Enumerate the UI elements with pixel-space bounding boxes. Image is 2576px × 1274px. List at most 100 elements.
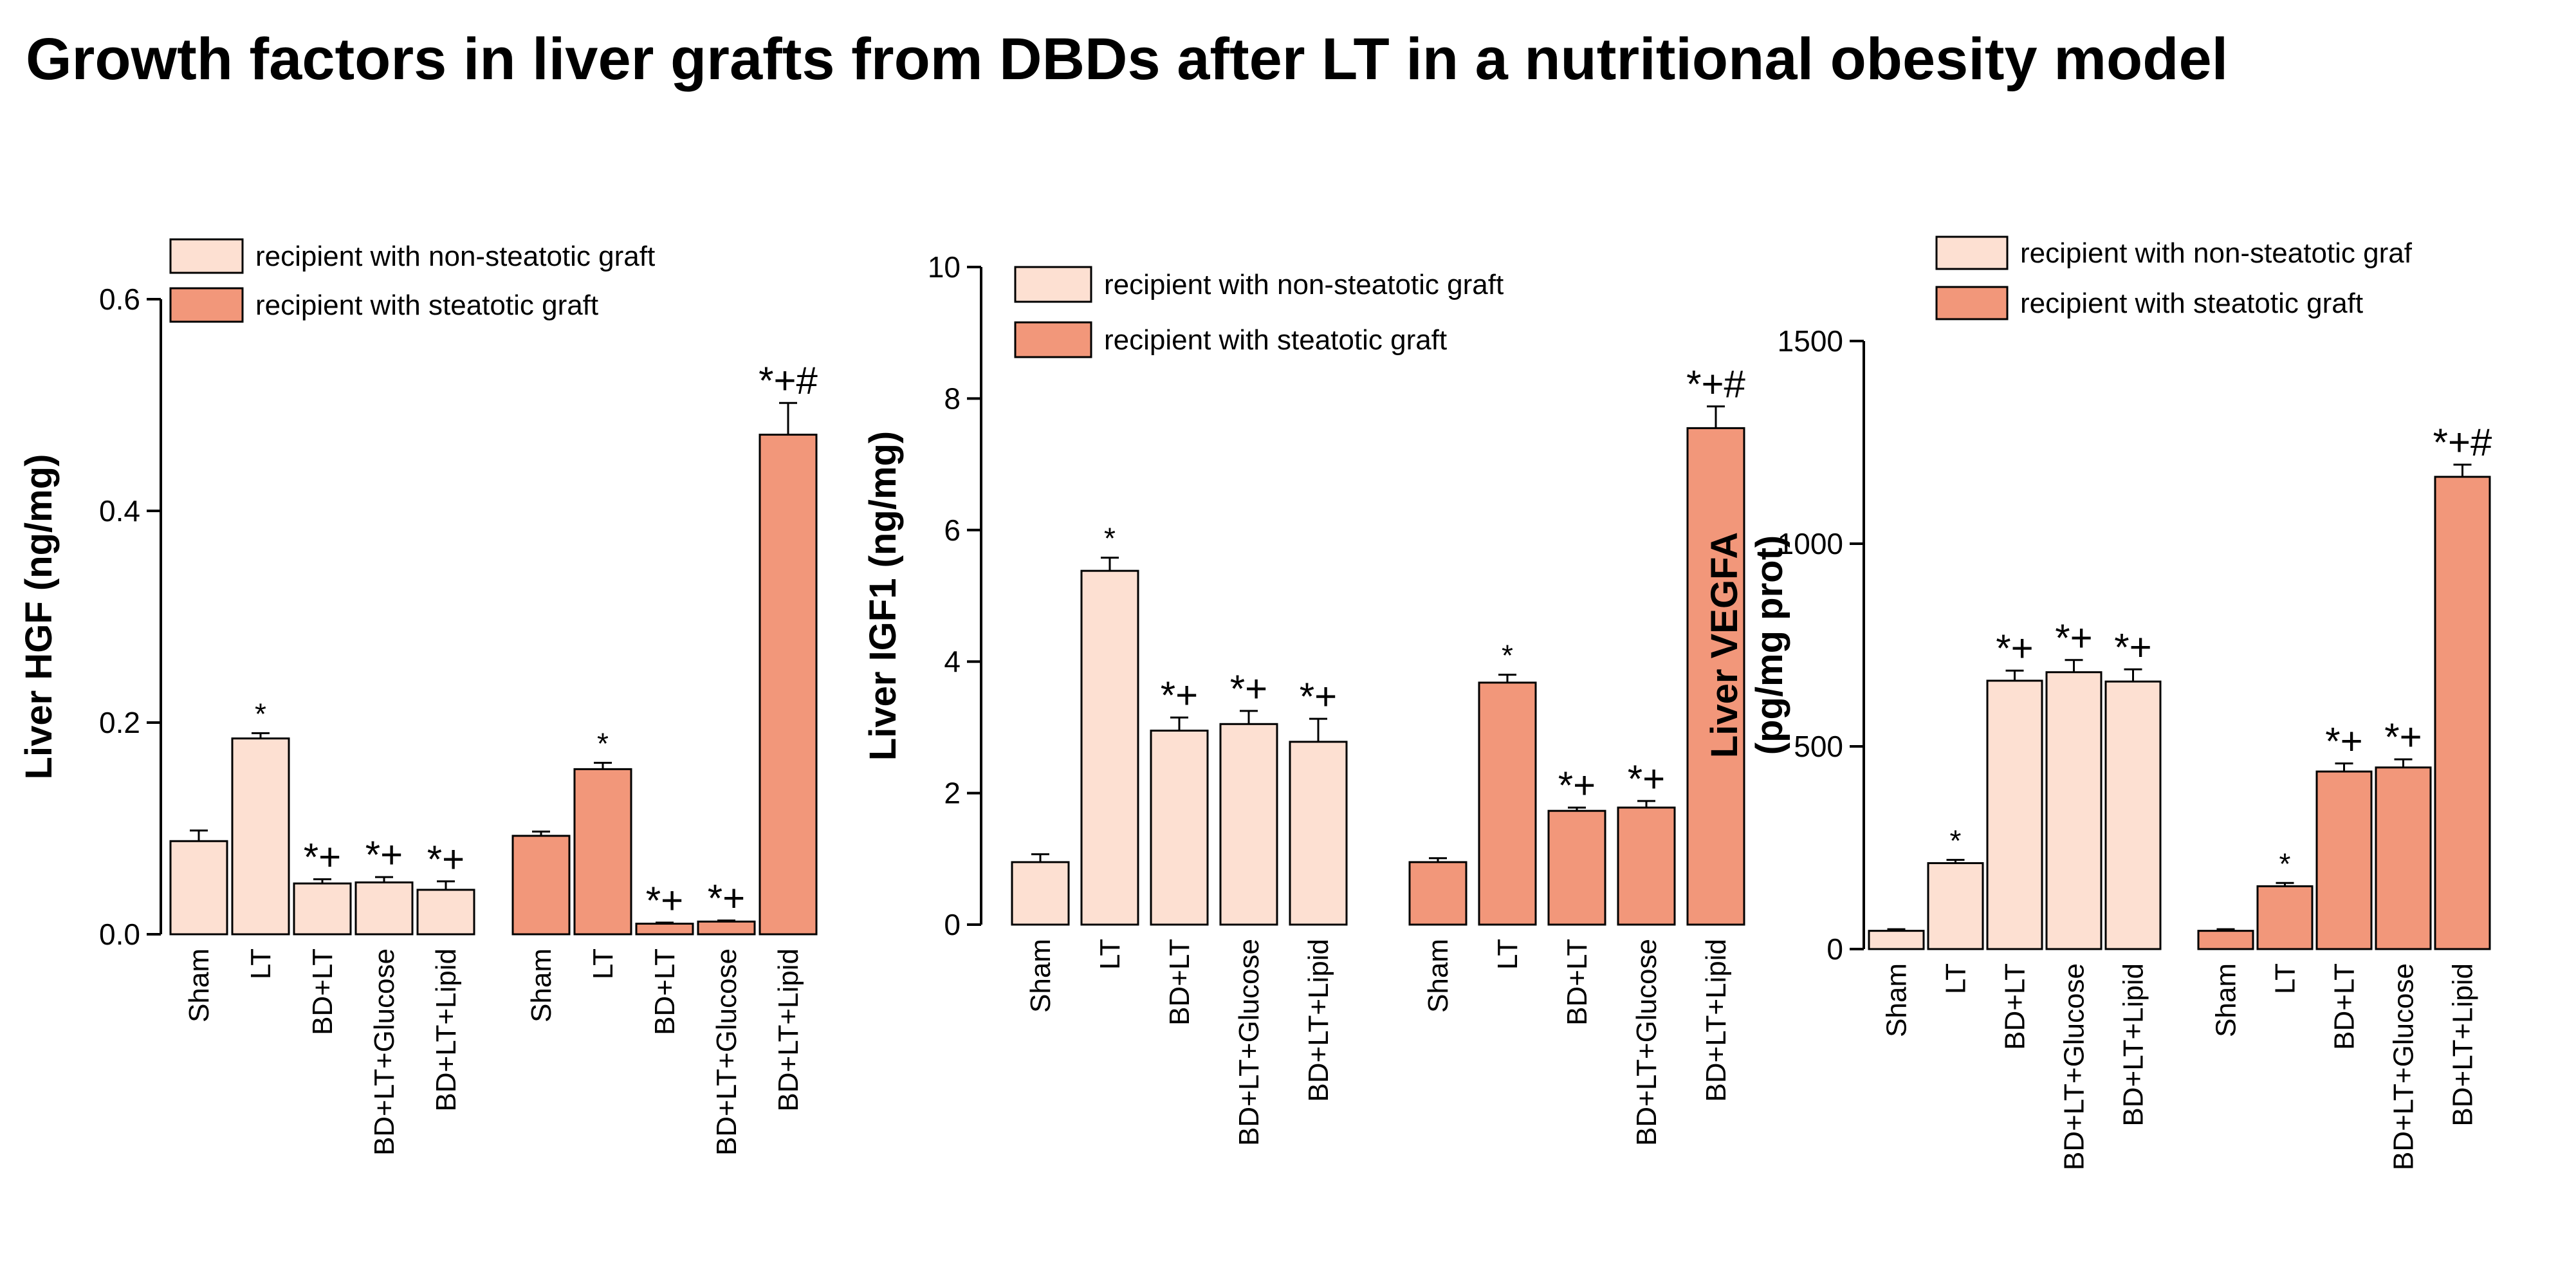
significance-label: * (1104, 522, 1116, 555)
y-axis-label: Liver VEGFA(pg/mg prot) (1704, 532, 1790, 758)
y-tick-label: 500 (1794, 730, 1843, 763)
x-tick-label: BD+LT (1164, 939, 1195, 1026)
significance-label: *+ (708, 877, 745, 920)
x-tick-label: BD+LT+Lipid (2447, 963, 2479, 1127)
y-tick-label: 4 (944, 645, 961, 678)
significance-label: *+ (1558, 764, 1596, 807)
significance-label: *+ (2055, 616, 2092, 660)
x-tick-label: BD+LT+Lipid (773, 948, 804, 1112)
legend-swatch (1014, 266, 1092, 303)
bar (2375, 766, 2432, 950)
y-tick-label: 0 (1826, 932, 1843, 966)
significance-label: *+ (427, 838, 465, 881)
x-tick-label: BD+LT+Lipid (1303, 939, 1334, 1102)
y-axis-label: Liver IGF1 (ng/mg) (862, 431, 904, 761)
bar (1617, 806, 1676, 926)
legend-label: recipient with steatotic graft (255, 290, 598, 321)
legend-swatch (169, 287, 244, 323)
x-tick-label: BD+LT+Glucose (711, 948, 742, 1156)
significance-label: *+ (2384, 715, 2422, 759)
x-tick-label: BD+LT (2000, 963, 2031, 1050)
bar (2434, 475, 2491, 950)
significance-label: *+ (1996, 627, 2033, 670)
y-axis-label: Liver HGF (ng/mg) (18, 454, 60, 780)
bar (1986, 679, 2043, 950)
bar (293, 882, 352, 936)
legend-swatch (1935, 235, 2009, 270)
bar (635, 923, 694, 936)
bar (511, 835, 571, 936)
y-axis-label-line: Liver VEGFA (1704, 532, 1745, 758)
y-tick-label: 0.2 (99, 706, 140, 739)
bar (169, 840, 228, 936)
significance-label: * (1502, 639, 1513, 672)
significance-label: * (255, 697, 266, 730)
y-tick-label: 6 (944, 513, 961, 547)
x-tick-label: LT (1094, 939, 1126, 970)
y-tick-label: 0 (944, 908, 961, 941)
x-tick-label: BD+LT (307, 948, 338, 1035)
chart-2: 0 2 4 6 8 10 Liver IGF1 (ng/mg) Sham * LT *+ BD+LT *… (862, 250, 1746, 1146)
bar (1219, 723, 1278, 926)
significance-label: *+ (646, 879, 683, 922)
bar (573, 768, 632, 936)
bar (1408, 861, 1467, 926)
bar (2197, 930, 2254, 950)
significance-label: *+ (1230, 667, 1267, 710)
x-tick-label: BD+LT+Glucose (1631, 939, 1662, 1146)
y-axis-label-line: (pg/mg prot) (1749, 535, 1790, 755)
bar (1868, 930, 1925, 950)
x-tick-label: LT (2270, 963, 2301, 994)
bar (697, 920, 756, 936)
x-tick-label: BD+LT (649, 948, 681, 1035)
x-tick-label: BD+LT+Lipid (2118, 963, 2149, 1127)
bar (1289, 741, 1348, 926)
x-tick-label: LT (1940, 963, 1972, 994)
y-tick-label: 0.4 (99, 494, 140, 528)
legend-swatch (1014, 321, 1092, 358)
x-tick-label: LT (587, 948, 619, 979)
y-tick-label: 1500 (1778, 324, 1843, 358)
bar (2256, 885, 2314, 950)
significance-label: *+# (1686, 363, 1745, 406)
significance-label: *+# (2433, 421, 2492, 464)
bar (1686, 427, 1745, 926)
x-tick-label: LT (1492, 939, 1523, 970)
x-tick-label: Sham (526, 948, 557, 1022)
bar (2315, 770, 2373, 950)
bar (1080, 569, 1139, 926)
y-tick-label: 2 (944, 777, 961, 810)
significance-label: *+ (365, 833, 403, 876)
significance-label: *+ (1300, 675, 1337, 718)
x-tick-label: Sham (183, 948, 215, 1022)
x-tick-label: BD+LT+Glucose (1233, 939, 1265, 1146)
significance-label: *+ (304, 835, 341, 878)
x-tick-label: BD+LT+Glucose (2388, 963, 2420, 1170)
page-title: Growth factors in liver grafts from DBDs… (26, 26, 2229, 92)
legend-label: recipient with steatotic graft (1104, 324, 1447, 356)
y-tick-label: 10 (928, 250, 961, 284)
legend-label: recipient with non-steatotic graft (1104, 269, 1504, 300)
bar (1150, 730, 1209, 926)
legend-label: recipient with non-steatotic graft (255, 241, 655, 272)
bar (1927, 862, 1984, 950)
significance-label: *+ (1628, 757, 1665, 800)
significance-label: * (1950, 824, 1962, 857)
bar (759, 434, 818, 936)
y-tick-label: 8 (944, 382, 961, 415)
x-tick-label: Sham (2211, 963, 2242, 1037)
bar (2045, 671, 2102, 950)
x-tick-label: BD+LT+Lipid (1700, 939, 1732, 1102)
x-tick-label: BD+LT+Lipid (430, 948, 462, 1112)
y-tick-label: 0.0 (99, 918, 140, 951)
x-tick-label: BD+LT+Glucose (369, 948, 400, 1156)
legend-label: recipient with steatotic graft (2020, 288, 2363, 319)
legend-swatch (1935, 286, 2009, 320)
significance-label: *+# (759, 359, 818, 402)
bar (1547, 809, 1606, 926)
legend-swatch (169, 238, 244, 274)
x-tick-label: Sham (1422, 939, 1454, 1013)
x-tick-label: LT (245, 948, 277, 979)
bar (1478, 681, 1537, 926)
